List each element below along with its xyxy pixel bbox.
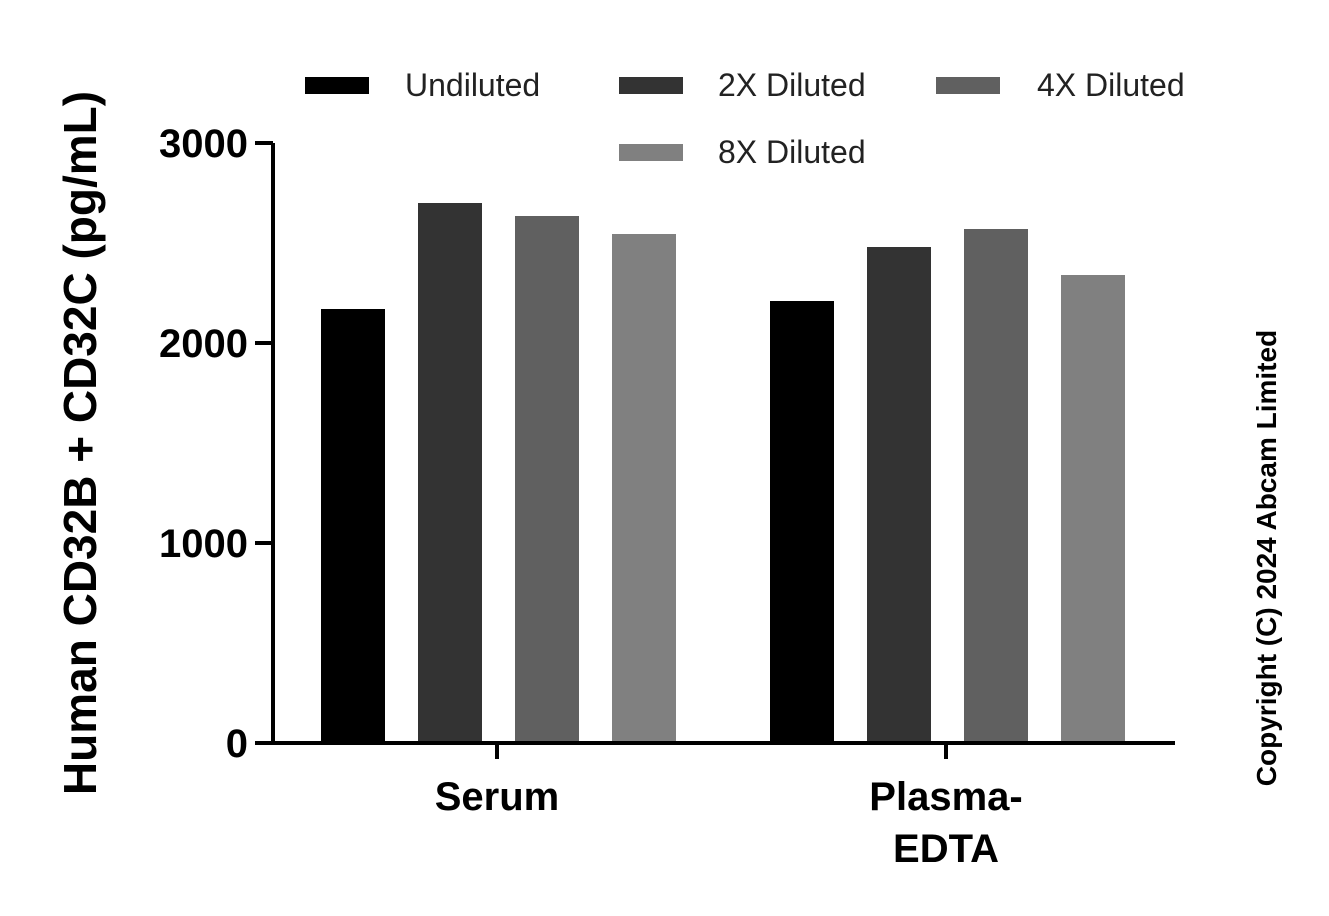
x-ticks-group: Serum Plasma- EDTA xyxy=(435,743,1023,871)
bar-serum-2x-diluted xyxy=(418,203,482,743)
legend-label: 2X Diluted xyxy=(718,67,866,103)
bar-serum-4x-diluted xyxy=(515,216,579,743)
y-tick-label: 0 xyxy=(226,722,248,766)
bars-group xyxy=(321,203,1125,743)
bar-plasma-edta-8x-diluted xyxy=(1061,275,1125,743)
legend-label: 8X Diluted xyxy=(718,134,866,170)
legend-swatch xyxy=(305,77,369,94)
legend: Undiluted 2X Diluted 4X Diluted 8X Diluted xyxy=(305,67,1185,170)
legend-label: Undiluted xyxy=(405,67,540,103)
y-tick-label: 3000 xyxy=(159,122,248,166)
copyright-notice: Copyright (C) 2024 Abcam Limited xyxy=(1251,330,1282,786)
legend-swatch xyxy=(619,77,683,94)
axes-group xyxy=(255,143,1175,745)
legend-swatch xyxy=(936,77,1000,94)
bar-plasma-edta-2x-diluted xyxy=(867,247,931,743)
y-axis-label: Human CD32B + CD32C (pg/mL) xyxy=(54,91,106,795)
y-tick-label: 1000 xyxy=(159,522,248,566)
x-category-label: Plasma- xyxy=(869,775,1022,819)
legend-swatch xyxy=(619,144,683,161)
legend-label: 4X Diluted xyxy=(1037,67,1185,103)
bar-plasma-edta-undiluted xyxy=(770,301,834,743)
x-category-label: EDTA xyxy=(893,827,999,871)
x-category-label: Serum xyxy=(435,775,560,819)
bar-serum-undiluted xyxy=(321,309,385,743)
y-ticks-group: 0 1000 2000 3000 xyxy=(159,122,273,766)
bar-serum-8x-diluted xyxy=(612,234,676,743)
bar-plasma-edta-4x-diluted xyxy=(964,229,1028,743)
y-tick-label: 2000 xyxy=(159,322,248,366)
